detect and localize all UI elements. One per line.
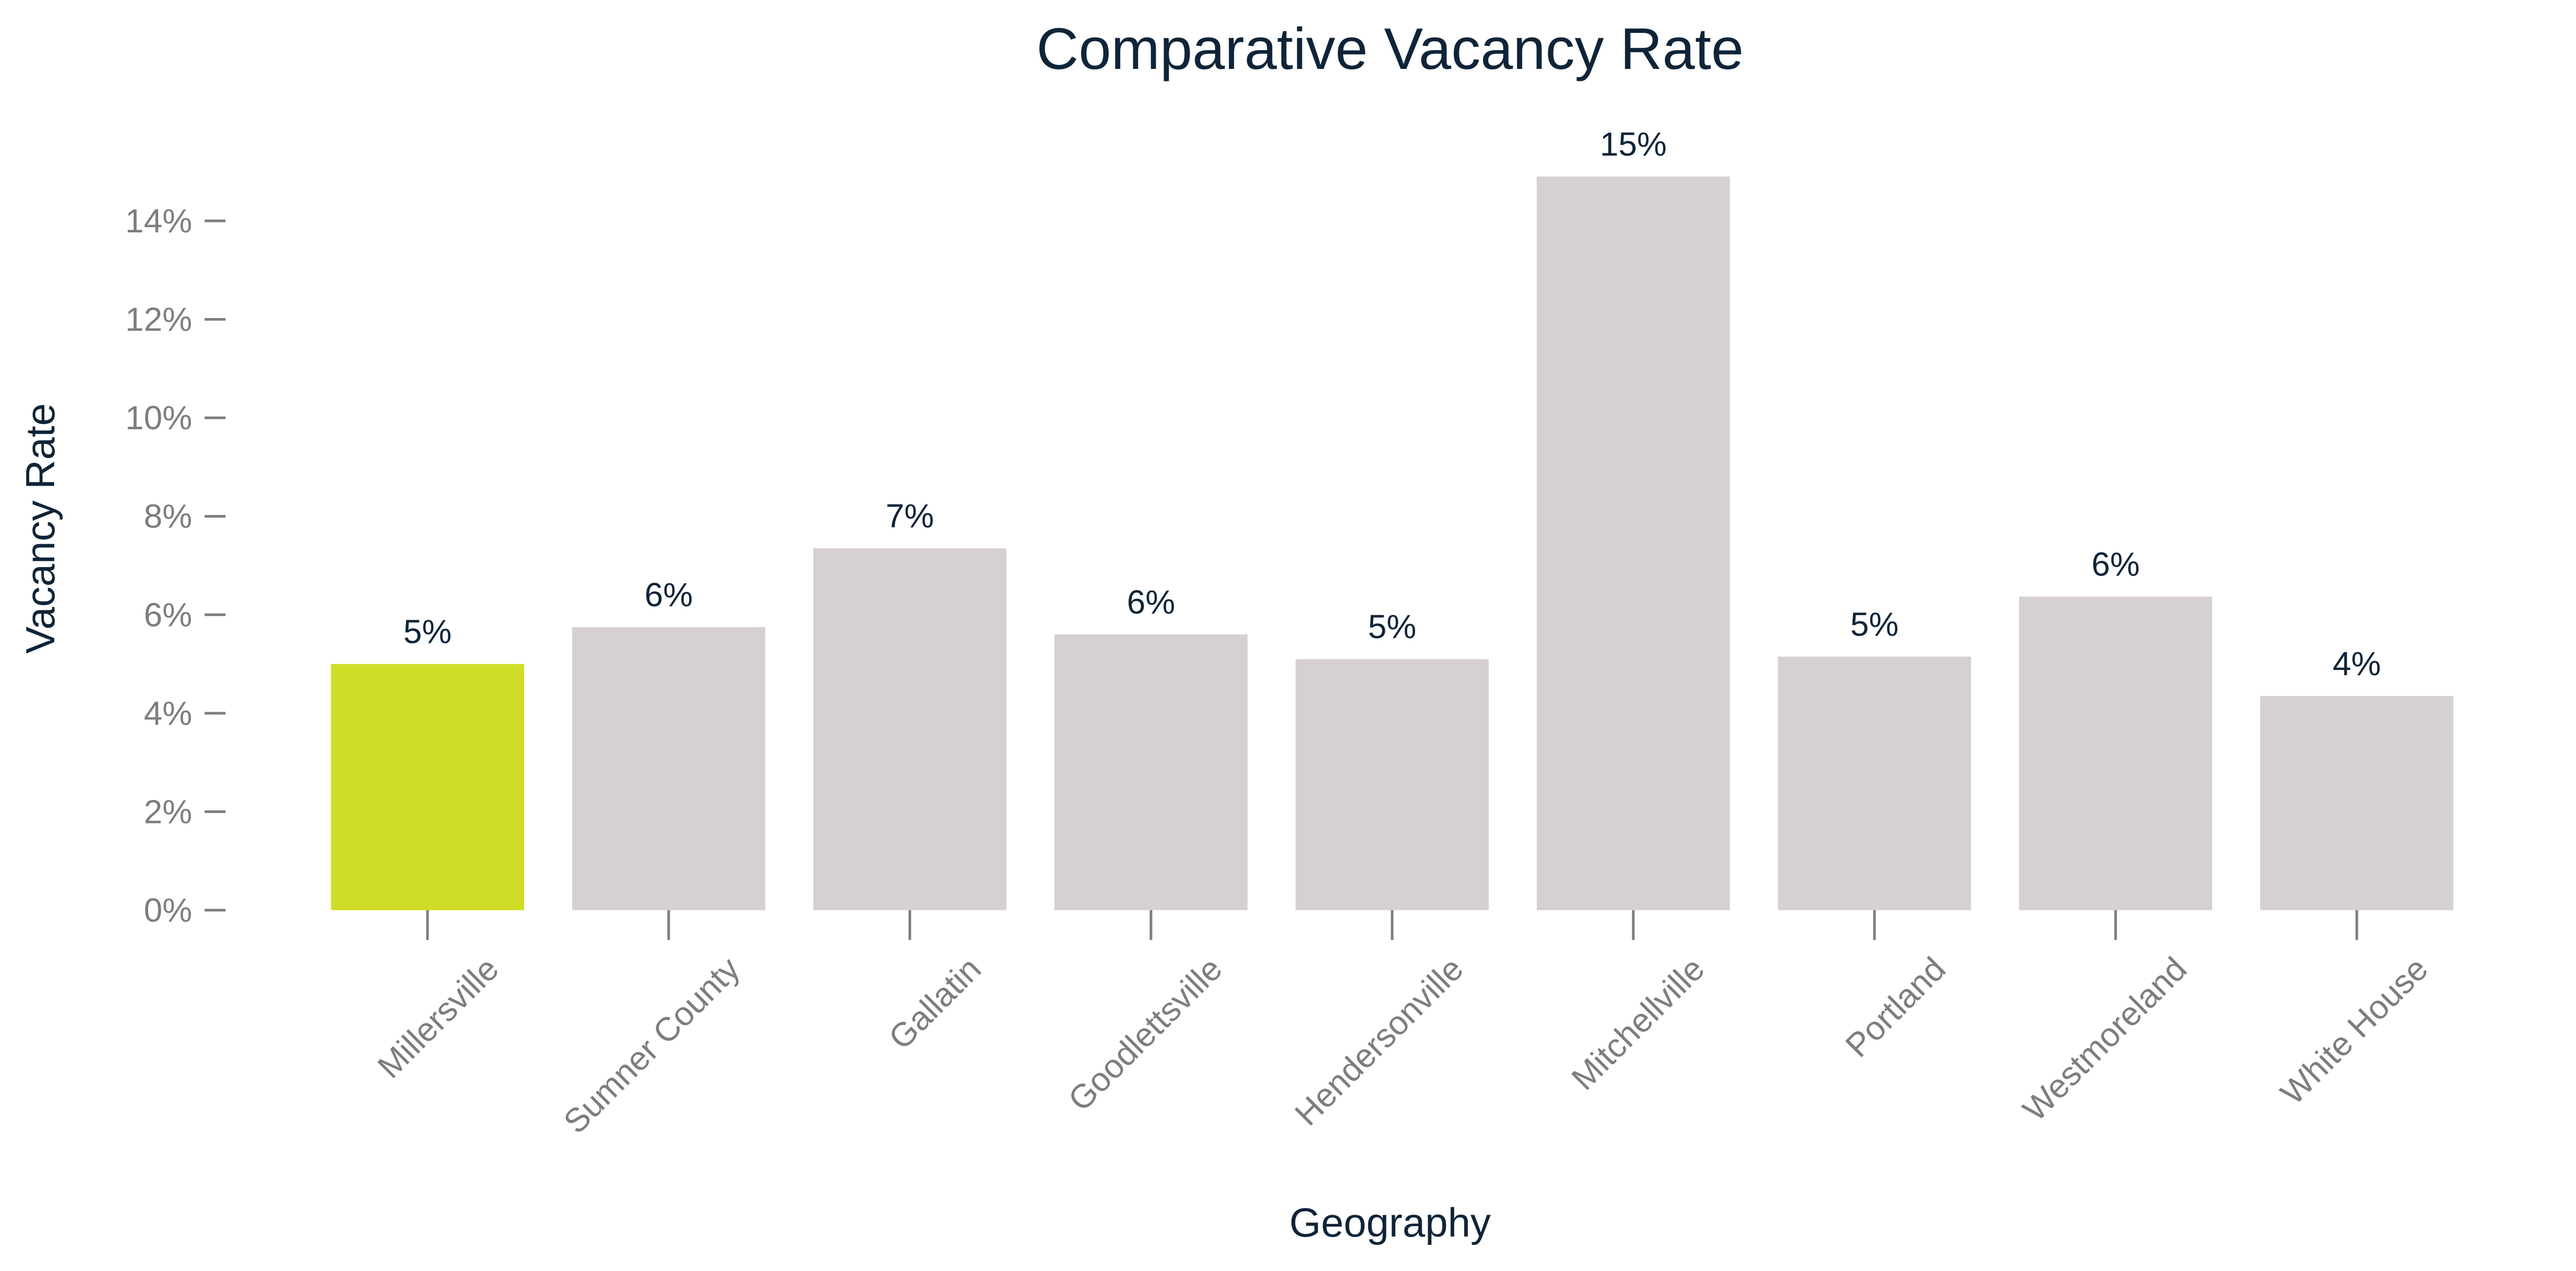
bar-data-label: 6% [645, 576, 693, 614]
chart-title: Comparative Vacancy Rate [1037, 16, 1744, 81]
x-tick-label: White House [2273, 950, 2435, 1112]
x-tick-label: Goodlettsville [1061, 950, 1229, 1119]
bar [1296, 659, 1489, 910]
x-axis-title: Geography [1289, 1199, 1491, 1245]
bars: 5% 6% 7% 6% 5% 15% 5% 6% 4% [331, 125, 2453, 911]
bar-data-label: 5% [403, 613, 452, 651]
x-tick-label: Mitchellville [1564, 950, 1712, 1097]
y-tick-label: 8% [144, 498, 193, 535]
bar [2019, 596, 2212, 910]
y-tick-label: 12% [125, 301, 192, 338]
y-tick-label: 6% [144, 596, 193, 633]
bar-data-label: 4% [2333, 645, 2381, 682]
y-tick-label: 10% [125, 399, 192, 437]
bar-data-label: 15% [1600, 125, 1667, 163]
bar [1054, 634, 1248, 910]
bar [813, 548, 1006, 910]
bar-data-label: 6% [2092, 545, 2140, 583]
y-axis: 0% 2% 4% 6% 8% 10% 12% 14% [125, 202, 225, 929]
x-tick-label: Sumner County [556, 950, 747, 1140]
y-tick-label: 0% [144, 891, 193, 929]
bar [331, 664, 524, 910]
bar-data-label: 5% [1850, 605, 1899, 643]
bar-data-label: 5% [1368, 608, 1417, 645]
bar [1537, 176, 1730, 911]
y-axis-title: Vacancy Rate [17, 403, 63, 654]
x-tick-label: Gallatin [882, 950, 988, 1056]
x-tick-label: Hendersonville [1288, 950, 1470, 1133]
bar-data-label: 7% [886, 497, 934, 535]
x-tick-label: Westmoreland [2015, 950, 2194, 1128]
y-tick-label: 14% [125, 202, 192, 240]
y-tick-label: 4% [144, 695, 193, 732]
x-tick-label: Millersville [370, 950, 506, 1086]
bar [1778, 656, 1971, 910]
x-tick-label: Portland [1838, 950, 1952, 1064]
bar-data-label: 6% [1127, 583, 1176, 621]
bar [572, 627, 765, 910]
x-axis: Millersville Sumner County Gallatin Goodlet… [370, 910, 2435, 1140]
y-tick-label: 2% [144, 793, 193, 830]
bar [2260, 696, 2453, 910]
